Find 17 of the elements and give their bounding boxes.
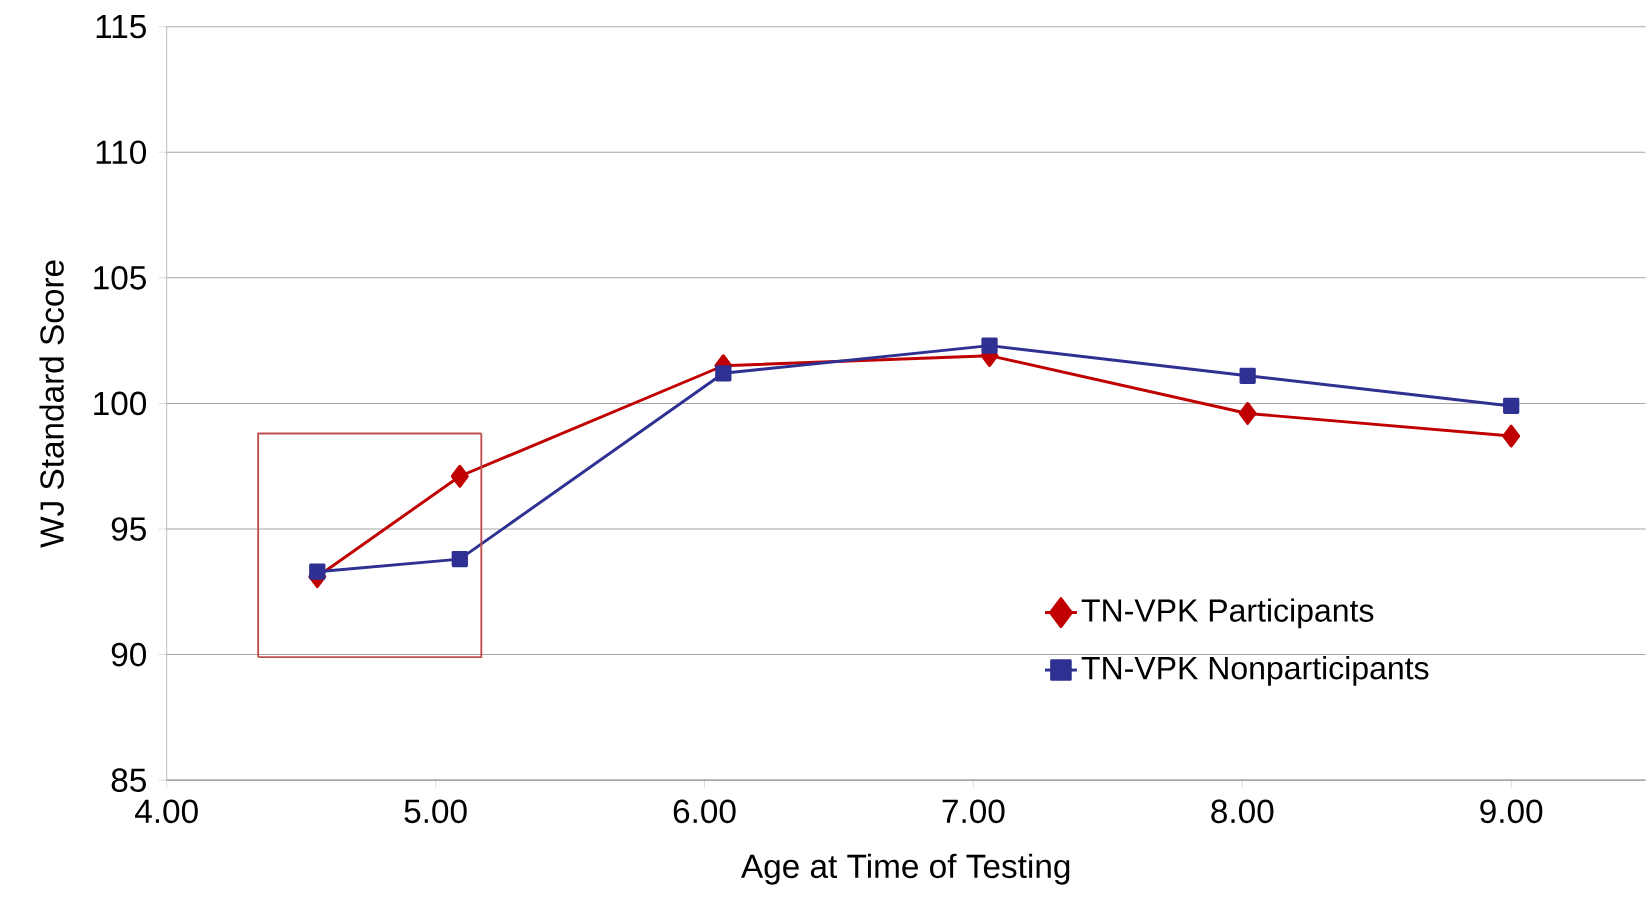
y-tick-label: 110	[96, 140, 147, 165]
x-tick-label: 4.00	[135, 799, 198, 824]
y-axis-title: WJ Standard Score	[39, 260, 64, 549]
x-tick-label: 9.00	[1480, 799, 1543, 824]
y-tick-label: 105	[94, 266, 146, 290]
x-tick-label: 5.00	[404, 799, 467, 824]
y-tick-label: 85	[111, 768, 146, 793]
x-tick-label: 6.00	[673, 799, 736, 824]
legend-label: TN-VPK Participants	[1081, 598, 1374, 629]
y-tick-label: 115	[96, 15, 146, 39]
legend-label: TN-VPK Nonparticipants	[1081, 656, 1429, 687]
x-tick-label: 7.00	[942, 799, 1005, 824]
y-tick-label: 100	[94, 391, 147, 416]
x-tick-label: 8.00	[1211, 799, 1274, 824]
y-tick-label: 90	[111, 643, 147, 667]
x-axis-title: Age at Time of Testing	[741, 853, 1070, 885]
y-tick-label: 95	[111, 517, 146, 542]
